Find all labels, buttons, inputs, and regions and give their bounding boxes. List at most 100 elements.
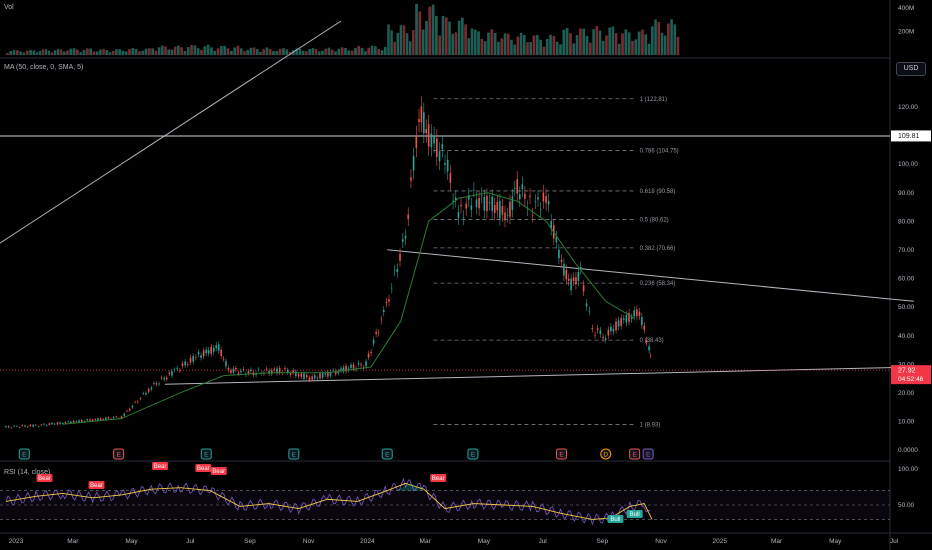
candle-body <box>237 372 240 374</box>
candle-body <box>5 426 7 428</box>
candle-body <box>75 421 78 422</box>
candle-body <box>297 374 300 377</box>
price-series <box>5 96 652 429</box>
earnings-label: E <box>646 452 651 459</box>
candle-body <box>602 336 604 339</box>
candle-body <box>438 151 441 162</box>
volume-bar <box>393 41 396 55</box>
trendlines[interactable] <box>0 20 914 385</box>
candle-body <box>534 201 537 203</box>
volume-bar <box>223 45 227 55</box>
earnings-marker[interactable]: E <box>18 448 30 460</box>
earnings-label: E <box>22 452 27 459</box>
volume-bar <box>364 51 367 55</box>
candle-body <box>268 370 270 374</box>
rsi-signal[interactable]: Bear <box>88 481 105 489</box>
candle-body <box>352 364 355 369</box>
volume-bar <box>670 19 673 55</box>
volume-bar <box>259 52 262 55</box>
volume-bar <box>82 49 86 55</box>
earnings-marker[interactable]: E <box>555 448 567 460</box>
volume-bar <box>249 47 253 55</box>
volume-bar <box>673 24 677 55</box>
candle-body <box>521 184 524 190</box>
volume-bar <box>500 38 504 55</box>
volume-bar <box>239 48 243 55</box>
candle-body <box>217 344 220 351</box>
volume-bar <box>193 45 197 55</box>
earnings-marker[interactable]: E <box>467 448 479 460</box>
candle-body <box>40 424 43 426</box>
earnings-marker[interactable]: E <box>629 448 641 460</box>
volume-bar <box>347 50 351 55</box>
earnings-badge <box>18 448 30 460</box>
volume-bar <box>66 50 69 55</box>
candle-body <box>350 364 352 368</box>
candle-body <box>86 419 89 421</box>
time-axis-tick: Nov <box>655 538 667 545</box>
rsi-signal[interactable]: Bear <box>195 464 212 472</box>
volume-axis-tick: 400M <box>898 5 914 12</box>
candle-body <box>171 371 173 376</box>
volume-bar <box>56 49 60 55</box>
rsi-signal[interactable]: Bear <box>152 462 169 470</box>
volume-bar <box>89 48 93 55</box>
candle-body <box>444 163 446 165</box>
candle-body <box>620 317 622 326</box>
volume-bar <box>41 49 45 55</box>
rsi-signal[interactable]: Bull <box>626 510 643 518</box>
candle-body <box>247 371 250 374</box>
volume-bar <box>435 15 438 56</box>
fib-retracement[interactable]: 1 (122.81) 0.786 (104.75) 0.618 (90.58) 0.5… <box>433 97 679 429</box>
rsi-signal-label: Bear <box>432 476 445 482</box>
candle-body <box>197 352 200 355</box>
candle-body <box>155 383 158 385</box>
rsi-signal[interactable]: Bull <box>607 515 624 523</box>
volume-bar <box>654 19 657 55</box>
trendline[interactable] <box>0 20 342 250</box>
volume-bar <box>69 48 73 55</box>
hline-tag-bg <box>891 130 931 142</box>
price-axis-tick: 120.00 <box>898 104 918 111</box>
volume-bar <box>637 31 641 55</box>
earnings-marker[interactable]: E <box>200 448 212 460</box>
rsi-signal[interactable]: Bear <box>210 467 227 475</box>
time-axis-tick: May <box>829 538 842 545</box>
currency-button[interactable]: USD <box>896 62 926 76</box>
candle-body <box>420 106 423 123</box>
rsi-line <box>5 477 651 526</box>
candle-body <box>633 310 636 317</box>
candle-body <box>332 370 334 371</box>
candle-body <box>470 205 473 210</box>
trendline[interactable] <box>387 249 914 302</box>
time-axis-tick: 2025 <box>713 538 728 545</box>
volume-bar <box>367 47 371 55</box>
volume-bar <box>111 50 115 55</box>
earnings-badge <box>629 448 641 460</box>
last-price-tag-bg <box>891 365 931 385</box>
volume-bar <box>428 6 432 56</box>
hline-tag-text: 109.81 <box>898 133 920 140</box>
dividend-marker[interactable]: D <box>600 448 612 460</box>
volume-bar <box>220 45 223 55</box>
event-markers[interactable]: E E E E E E E E ED <box>18 448 654 460</box>
candle-body <box>128 408 131 411</box>
volume-bar <box>631 40 634 55</box>
volume-bar <box>272 51 275 55</box>
volume-bar <box>44 49 48 55</box>
candle-body <box>45 425 48 426</box>
candle-body <box>360 364 362 366</box>
candle-body <box>496 201 499 211</box>
earnings-marker[interactable]: E <box>113 448 125 460</box>
candle-body <box>504 212 506 221</box>
rsi-signal-label: Bear <box>38 476 51 482</box>
last-price-text: 27.92 <box>898 368 916 375</box>
rsi-signal[interactable]: Bear <box>36 474 53 482</box>
candle-body <box>284 368 286 370</box>
rsi-signal[interactable]: Bear <box>430 474 447 482</box>
earnings-marker[interactable]: E <box>288 448 300 460</box>
earnings-marker[interactable]: E <box>642 448 654 460</box>
earnings-marker[interactable]: E <box>381 448 393 460</box>
candle-body <box>37 426 40 427</box>
